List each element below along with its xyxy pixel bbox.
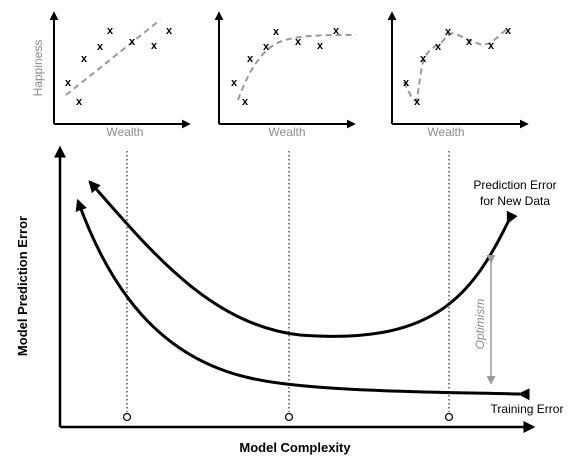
data-point: x <box>263 41 270 53</box>
data-point: x <box>81 53 88 65</box>
main-x-axis-label: Model Complexity <box>239 440 351 455</box>
data-point: x <box>420 53 427 65</box>
mini-plot-good-fit: x x x x x x x x Wealth <box>214 11 357 139</box>
data-point: x <box>333 25 340 37</box>
data-point: x <box>107 25 114 37</box>
mini-plot-linear: x x x x x x x x Happiness Wealth <box>31 11 191 139</box>
data-point: x <box>488 40 495 52</box>
prediction-error-label-line2: for New Data <box>480 194 550 208</box>
training-error-label: Training Error <box>491 402 564 416</box>
mini-plot-2-x-label: Wealth <box>268 125 305 139</box>
data-point: x <box>231 77 238 89</box>
mini-plot-2-points: x x x x x x x x <box>231 25 340 108</box>
mini-plot-overfit: x x x x x x x x Wealth <box>387 11 529 139</box>
data-point: x <box>435 41 442 53</box>
data-point: x <box>242 96 249 108</box>
data-point: x <box>403 77 410 89</box>
prediction-error-curve <box>88 180 518 338</box>
complexity-marker-optimal <box>284 412 294 422</box>
data-point: x <box>129 36 136 48</box>
mini-plot-1-fit-line <box>65 19 161 96</box>
data-point: x <box>247 53 254 65</box>
optimism-label: Optimism <box>473 299 487 350</box>
mini-plot-1-points: x x x x x x x x <box>65 25 173 108</box>
data-point: x <box>166 25 173 37</box>
data-point: x <box>445 26 452 38</box>
mini-plot-1-y-label: Happiness <box>31 40 45 97</box>
data-point: x <box>414 96 421 108</box>
complexity-marker-complex <box>444 412 454 422</box>
prediction-error-label-line1: Prediction Error <box>473 178 556 192</box>
mini-plot-3-fit-curve <box>403 27 509 102</box>
training-error-curve <box>75 198 530 401</box>
mini-plot-3-x-label: Wealth <box>427 125 464 139</box>
main-y-axis-label: Model Prediction Error <box>15 216 30 356</box>
data-point: x <box>65 77 72 89</box>
data-point: x <box>76 96 83 108</box>
data-point: x <box>273 26 280 38</box>
mini-plot-2-fit-curve <box>237 34 357 101</box>
complexity-marker-simple <box>122 412 132 422</box>
data-point: x <box>317 40 324 52</box>
data-point: x <box>151 40 158 52</box>
mini-plot-1-x-label: Wealth <box>106 125 143 139</box>
data-point: x <box>97 41 104 53</box>
data-point: x <box>466 36 473 48</box>
data-point: x <box>295 36 302 48</box>
main-plot: Optimism Prediction Error for New Data T… <box>15 145 564 455</box>
mini-plot-3-points: x x x x x x x x <box>403 25 512 108</box>
data-point: x <box>505 25 512 37</box>
